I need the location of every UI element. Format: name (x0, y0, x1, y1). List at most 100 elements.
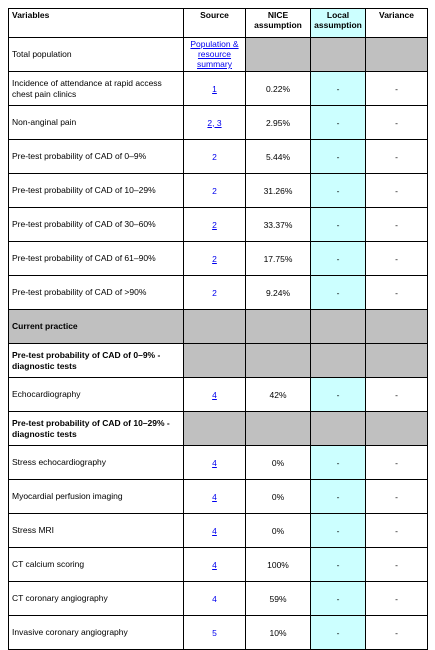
data-table: Variables Source NICE assumption Local a… (8, 8, 428, 650)
row: Pre-test probability of CAD of 0–9% 2 5.44… (8, 139, 428, 174)
source-link[interactable]: 4 (212, 559, 217, 570)
variance-cell: - (365, 377, 428, 412)
nice-cell: 0% (245, 445, 311, 480)
empty-cell (183, 343, 246, 378)
variance-cell: - (365, 207, 428, 242)
variance-cell: - (365, 615, 428, 650)
local-cell: - (310, 207, 366, 242)
empty-cell (310, 309, 366, 344)
source-link[interactable]: 4 (212, 491, 217, 502)
nice-cell: 0% (245, 513, 311, 548)
local-cell: - (310, 241, 366, 276)
local-cell: - (310, 445, 366, 480)
row: Incidence of attendance at rapid access … (8, 71, 428, 106)
row: Myocardial perfusion imaging 4 0% - - (8, 479, 428, 514)
local-cell: - (310, 377, 366, 412)
source-link[interactable]: 2 (212, 185, 217, 196)
empty-cell (365, 411, 428, 446)
empty-cell (245, 411, 311, 446)
empty-cell (245, 309, 311, 344)
empty-cell (365, 37, 428, 72)
local-cell: - (310, 479, 366, 514)
row: Pre-test probability of CAD of >90% 2 9.24… (8, 275, 428, 310)
source-link[interactable]: 2 (212, 219, 217, 230)
variance-cell: - (365, 547, 428, 582)
source-link[interactable]: 2 (212, 287, 217, 298)
empty-cell (310, 411, 366, 446)
header-cell: Source (183, 8, 246, 38)
variable-cell: Pre-test probability of CAD of 0–9% (8, 139, 184, 174)
source-link[interactable]: 2 (212, 151, 217, 162)
source-link[interactable]: 2 (212, 253, 217, 264)
local-cell: - (310, 547, 366, 582)
source-link[interactable]: 4 (212, 525, 217, 536)
variable-cell: CT calcium scoring (8, 547, 184, 582)
variable-cell: Total population (8, 37, 184, 72)
nice-cell: 9.24% (245, 275, 311, 310)
row: Pre-test probability of CAD of 61–90% 2 17… (8, 241, 428, 276)
variable-cell: Pre-test probability of CAD of 10–29% (8, 173, 184, 208)
variable-cell: Current practice (8, 309, 184, 344)
variable-cell: Pre-test probability of CAD of 10–29% - … (8, 411, 184, 446)
source-link[interactable]: 4 (212, 389, 217, 400)
row: Pre-test probability of CAD of 10–29% - … (8, 411, 428, 446)
nice-cell: 0% (245, 479, 311, 514)
source-cell: 2 (183, 241, 246, 276)
variable-cell: Pre-test probability of CAD of 0–9% - di… (8, 343, 184, 378)
empty-cell (310, 37, 366, 72)
empty-cell (245, 37, 311, 72)
variable-cell: Stress echocardiography (8, 445, 184, 480)
source-cell: 4 (183, 581, 246, 616)
empty-cell (365, 343, 428, 378)
empty-cell (245, 343, 311, 378)
source-cell: 5 (183, 615, 246, 650)
variance-cell: - (365, 275, 428, 310)
variance-cell: - (365, 241, 428, 276)
nice-cell: 33.37% (245, 207, 311, 242)
variable-cell: Pre-test probability of CAD of 30–60% (8, 207, 184, 242)
source-link[interactable]: 5 (212, 627, 217, 638)
local-cell: - (310, 615, 366, 650)
header-cell: Variance (365, 8, 428, 38)
row: Echocardiography 4 42% - - (8, 377, 428, 412)
nice-cell: 42% (245, 377, 311, 412)
source-link[interactable]: 2, 3 (207, 117, 222, 128)
row: Non-anginal pain 2, 3 2.95% - - (8, 105, 428, 140)
local-cell: - (310, 173, 366, 208)
local-cell: - (310, 71, 366, 106)
source-link[interactable]: 4 (212, 457, 217, 468)
local-cell: - (310, 139, 366, 174)
nice-cell: 59% (245, 581, 311, 616)
nice-cell: 0.22% (245, 71, 311, 106)
source-link[interactable]: 1 (212, 83, 217, 94)
row: Invasive coronary angiography 5 10% - - (8, 615, 428, 650)
source-link[interactable]: 4 (212, 593, 217, 604)
row: Total population Population & resource s… (8, 37, 428, 72)
empty-cell (365, 309, 428, 344)
variable-cell: Pre-test probability of CAD of 61–90% (8, 241, 184, 276)
local-cell: - (310, 105, 366, 140)
variance-cell: - (365, 105, 428, 140)
variable-cell: Invasive coronary angiography (8, 615, 184, 650)
source-cell: 2 (183, 173, 246, 208)
empty-cell (183, 411, 246, 446)
row: CT calcium scoring 4 100% - - (8, 547, 428, 582)
local-cell: - (310, 581, 366, 616)
row: CT coronary angiography 4 59% - - (8, 581, 428, 616)
variance-cell: - (365, 173, 428, 208)
local-cell: - (310, 513, 366, 548)
source-link[interactable]: Population & resource summary (190, 39, 239, 69)
variance-cell: - (365, 479, 428, 514)
variable-cell: Incidence of attendance at rapid access … (8, 71, 184, 106)
nice-cell: 5.44% (245, 139, 311, 174)
nice-cell: 17.75% (245, 241, 311, 276)
nice-cell: 10% (245, 615, 311, 650)
source-cell: 2, 3 (183, 105, 246, 140)
row: Pre-test probability of CAD of 10–29% 2 31… (8, 173, 428, 208)
source-cell: 4 (183, 513, 246, 548)
header-cell: NICE assumption (245, 8, 311, 38)
variable-cell: Non-anginal pain (8, 105, 184, 140)
empty-cell (310, 343, 366, 378)
variable-cell: Stress MRI (8, 513, 184, 548)
row: Stress echocardiography 4 0% - - (8, 445, 428, 480)
